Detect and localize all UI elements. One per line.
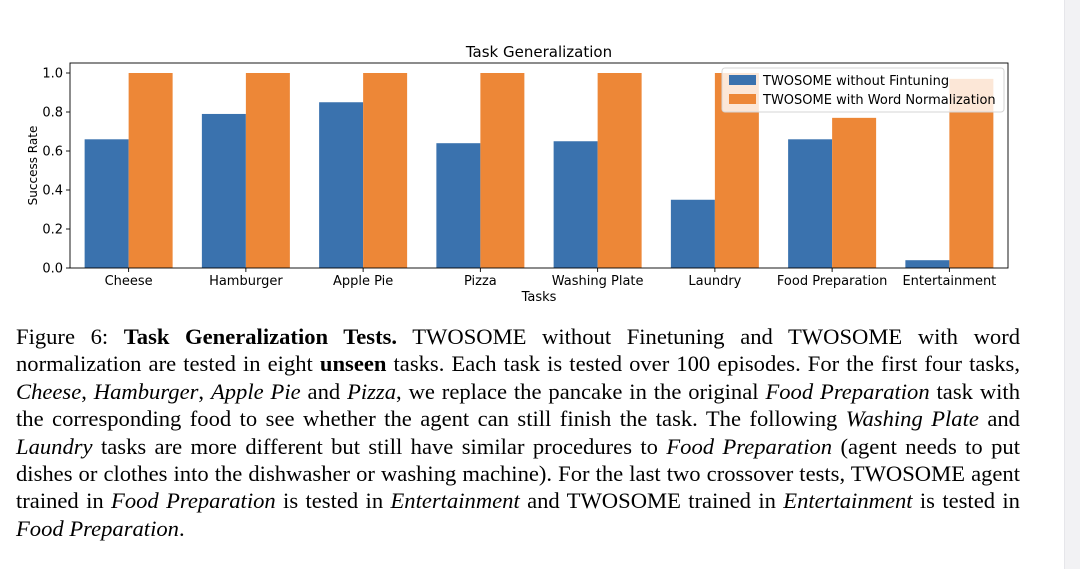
- legend-swatch: [729, 75, 756, 85]
- x-tick-label: Cheese: [105, 274, 153, 289]
- legend-swatch: [729, 94, 756, 104]
- y-tick-label: 0.0: [42, 262, 63, 277]
- bar-without-finetuning-hamburger: [201, 113, 246, 268]
- caption-text: is tested in: [275, 488, 391, 514]
- caption-italic: Entertainment: [390, 488, 520, 514]
- bar-without-finetuning-washing-plate: [553, 141, 598, 268]
- caption-text: tasks are more different but still have …: [92, 433, 667, 459]
- caption-italic: Cheese: [16, 378, 82, 404]
- bar-without-finetuning-cheese: [84, 139, 129, 268]
- x-tick-label: Food Preparation: [777, 274, 887, 289]
- caption-text: TWOSOME without Finetuning and TWOSOME w…: [16, 324, 1021, 377]
- caption-italic: Food Preparation: [111, 488, 276, 514]
- legend-label: TWOSOME with Word Normalization: [762, 93, 996, 108]
- y-tick-label: 0.6: [42, 145, 63, 160]
- x-tick-label: Hamburger: [209, 274, 283, 289]
- plot-frame: [69, 62, 1009, 269]
- caption-text: task with the corresponding food to see …: [16, 378, 1020, 432]
- caption-text: and: [300, 378, 348, 404]
- bar-without-finetuning-apple-pie: [319, 102, 364, 268]
- caption-text: ,: [198, 378, 211, 404]
- x-axis-label: Tasks: [521, 290, 557, 305]
- caption-italic: Food Preparation: [666, 433, 833, 459]
- caption-text: .: [178, 515, 185, 541]
- x-tick-label: Pizza: [464, 274, 497, 289]
- caption-bold-title: Task Generalization Tests.: [123, 324, 398, 349]
- page-scroll-gutter[interactable]: [1064, 0, 1080, 569]
- caption-italic: Hamburger: [93, 378, 199, 404]
- y-tick-label: 0.8: [42, 106, 63, 121]
- caption-text: , we replace the pancake in the original: [396, 378, 766, 404]
- legend-box: [721, 67, 1005, 113]
- caption-italic: Apple Pie: [210, 378, 301, 404]
- x-tick-label: Apple Pie: [333, 274, 393, 289]
- legend-label: TWOSOME without Fintuning: [762, 74, 949, 89]
- figure-caption: Figure 6: Task Generalization Tests. TWO…: [16, 323, 1020, 542]
- y-tick-label: 1.0: [42, 67, 63, 82]
- bar-without-finetuning-laundry: [670, 199, 715, 268]
- chart-title: Task Generalization: [465, 43, 612, 61]
- bar-without-finetuning-pizza: [436, 143, 481, 268]
- caption-text: and TWOSOME trained in: [519, 488, 784, 514]
- y-axis-label: Success Rate: [26, 126, 40, 206]
- bar-word-normalization-apple-pie: [363, 73, 408, 268]
- y-tick-label: 0.2: [42, 223, 63, 238]
- bar-word-normalization-food-preparation: [832, 117, 877, 268]
- caption-italic: Food Preparation: [16, 515, 179, 541]
- bar-without-finetuning-food-preparation: [788, 139, 833, 268]
- bar-word-normalization-cheese: [128, 73, 173, 268]
- caption-label: Figure 6:: [16, 324, 109, 349]
- caption-text: is tested in: [912, 488, 1020, 514]
- caption-text: (agent needs to put dishes or clothes in…: [16, 433, 1020, 514]
- caption-text: tasks. Each task is tested over 100 epis…: [386, 351, 1020, 377]
- caption-bold-word: unseen: [319, 351, 387, 377]
- caption-italic: Washing Plate: [845, 406, 979, 432]
- bar-word-normalization-hamburger: [245, 73, 290, 268]
- y-tick-label: 0.4: [42, 184, 63, 199]
- caption-italic: Entertainment: [783, 488, 913, 514]
- x-tick-label: Entertainment: [902, 274, 996, 289]
- bar-chart: Task Generalization 0.0 0.2 0.4 0.6 0.8 1.0 Che…: [26, 43, 1009, 305]
- caption-text: ,: [81, 378, 94, 404]
- bar-word-normalization-washing-plate: [597, 73, 642, 268]
- caption-italic: Pizza: [347, 378, 397, 404]
- x-tick-label: Washing Plate: [552, 274, 644, 289]
- bar-without-finetuning-entertainment: [905, 260, 950, 268]
- bar-word-normalization-pizza: [480, 73, 525, 268]
- caption-italic: Laundry: [16, 433, 93, 459]
- x-tick-label: Laundry: [688, 274, 741, 289]
- caption-text: and: [978, 406, 1020, 432]
- caption-italic: Food Preparation: [765, 378, 930, 404]
